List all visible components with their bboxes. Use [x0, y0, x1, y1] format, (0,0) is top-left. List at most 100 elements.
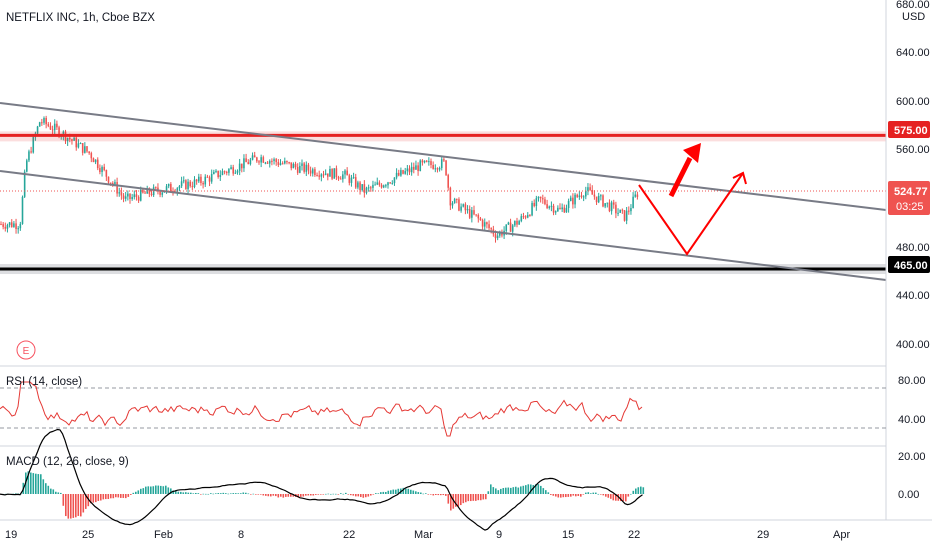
time-tick: 22 [628, 529, 640, 541]
candle-body [232, 167, 234, 174]
candle-body [114, 182, 116, 185]
drawings[interactable] [0, 102, 887, 281]
price-tick: 440.00 [896, 290, 930, 302]
macd-histogram-bar [505, 487, 507, 494]
macd-histogram-bar [275, 494, 277, 497]
macd-histogram-bar [335, 493, 337, 495]
macd-histogram-bar [177, 491, 180, 494]
candle-body [286, 160, 288, 163]
macd-histogram-bar [622, 494, 625, 502]
macd-histogram-bar [625, 494, 627, 502]
macd-histogram-bar [455, 494, 457, 507]
rsi-title[interactable]: RSI (14, close) [6, 376, 82, 388]
main-pane[interactable] [0, 102, 887, 281]
macd-histogram-bar [167, 487, 170, 494]
candle-body [496, 235, 499, 239]
macd-histogram-bar [620, 494, 622, 502]
macd-histogram-bar [602, 494, 605, 496]
last-price-badge[interactable]: 524.77 03:25 [888, 181, 930, 215]
candle-body [77, 143, 80, 148]
candle-body [251, 155, 254, 160]
macd-histogram-bar [115, 494, 117, 498]
price-axis[interactable]: USD 680.00 640.00 600.00 560.00 480.00 4… [888, 0, 930, 501]
macd-histogram-bar [527, 484, 530, 494]
candle-body [625, 210, 628, 221]
rsi-pane[interactable]: RSI (14, close) [0, 376, 886, 437]
time-tick: Apr [833, 529, 850, 541]
macd-histogram-bar [347, 494, 350, 495]
candle-body [230, 167, 232, 170]
candle-body [17, 228, 19, 230]
macd-histogram-bar [480, 494, 482, 501]
macd-histogram-bar [255, 494, 257, 495]
macd-histogram-bar [405, 488, 407, 494]
candle-body [580, 195, 583, 197]
macd-histogram-bar [122, 494, 125, 498]
candle-body [299, 165, 301, 173]
macd-histogram-bar [290, 494, 292, 497]
candle-body [189, 181, 191, 187]
candle-body [273, 159, 275, 161]
candle-body [511, 225, 514, 232]
resistance-price-badge[interactable]: 575.00 [888, 121, 930, 138]
candle-body [195, 179, 198, 182]
earnings-marker[interactable]: E [16, 340, 36, 360]
macd-histogram-bar [277, 494, 280, 498]
candle-body [124, 196, 127, 199]
candle-body [170, 184, 172, 191]
candle-body [591, 190, 594, 195]
candle-body [529, 215, 531, 217]
macd-histogram-bar [432, 494, 435, 496]
macd-histogram-bar [590, 493, 592, 494]
candle-body [84, 146, 86, 153]
candle-body [372, 184, 374, 188]
candle-body [238, 163, 241, 171]
candle-body [535, 198, 538, 207]
candle-body [451, 203, 454, 206]
macd-histogram-bar [280, 494, 282, 497]
macd-histogram-bar [517, 487, 520, 494]
macd-histogram-bar [615, 494, 617, 501]
macd-histogram-bar [332, 493, 335, 495]
candle-body [88, 151, 90, 154]
time-tick: 8 [238, 529, 244, 541]
candle-body [554, 211, 557, 213]
macd-tick: 20.00 [898, 451, 926, 463]
macd-histogram-bar [635, 488, 637, 494]
candle-body [311, 169, 314, 174]
candle-body [234, 172, 237, 174]
macd-histogram-bar [292, 494, 295, 497]
candle-body [38, 122, 41, 127]
candle-body [597, 195, 600, 203]
time-axis[interactable]: 19 25 Feb 8 22 Mar 9 15 22 29 Apr [5, 529, 850, 541]
macd-title[interactable]: MACD (12, 26, close, 9) [6, 456, 129, 468]
candle-body [333, 168, 336, 179]
candle-body [202, 182, 204, 185]
candle-body [453, 198, 456, 204]
macd-histogram-bar [535, 484, 537, 494]
macd-histogram-bar [222, 492, 225, 494]
candle-body [524, 216, 527, 218]
candle-body [466, 208, 469, 211]
macd-histogram-bar [220, 493, 222, 494]
candle-body [578, 195, 581, 197]
candle-body [23, 171, 26, 197]
macd-histogram-bar [135, 491, 137, 494]
candle-body [210, 174, 213, 182]
macd-histogram-bar [580, 494, 582, 497]
candle-body [245, 158, 247, 163]
support-price-badge[interactable]: 465.00 [888, 256, 930, 273]
candle-body [473, 210, 475, 215]
macd-histogram-bar [235, 493, 237, 494]
macd-pane[interactable]: MACD (12, 26, close, 9) [0, 428, 645, 531]
candle-body [10, 222, 13, 227]
symbol-title[interactable]: NETFLIX INC, 1h, Cboe BZX [6, 12, 155, 24]
macd-histogram-bar [50, 488, 52, 494]
candle-body [94, 159, 97, 163]
candle-body [279, 163, 282, 165]
candle-body [460, 206, 462, 211]
candle-body [180, 181, 183, 187]
macd-histogram [0, 471, 645, 519]
time-tick: 29 [757, 529, 769, 541]
